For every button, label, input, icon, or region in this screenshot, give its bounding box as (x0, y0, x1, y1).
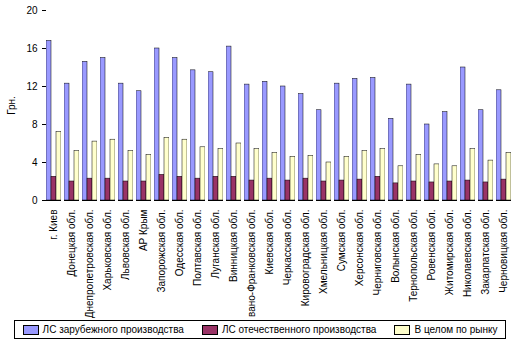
svg-text:12: 12 (26, 81, 38, 92)
svg-text:Черновицкая обл.: Черновицкая обл. (498, 210, 509, 293)
html-text:ЛС отечественного производства: ЛС отечественного производства (221, 324, 377, 335)
svg-text:Луганская обл.: Луганская обл. (210, 210, 221, 279)
svg-text:Кировоградская обл.: Кировоградская обл. (300, 210, 311, 307)
svg-text:Днепропетровская обл.: Днепропетровская обл. (84, 210, 95, 319)
svg-text:20: 20 (26, 5, 38, 16)
svg-text:Львовская обл.: Львовская обл. (120, 210, 131, 281)
svg-text:Житомирская обл.: Житомирская обл. (444, 210, 455, 296)
svg-text:Донецкая обл.: Донецкая обл. (66, 210, 77, 277)
svg-text:Николаевская обл.: Николаевская обл. (462, 210, 473, 298)
svg-text:Киевская обл.: Киевская обл. (264, 210, 275, 275)
svg-text:Запорожская обл.: Запорожская обл. (156, 210, 167, 293)
svg-text:Сумская обл.: Сумская обл. (336, 210, 347, 272)
svg-text:4: 4 (32, 157, 38, 168)
svg-text:0: 0 (32, 195, 38, 206)
svg-text:Винницкая обл.: Винницкая обл. (228, 210, 239, 282)
svg-text:Волынская обл.: Волынская обл. (390, 210, 401, 283)
svg-text:Тернопольская обл.: Тернопольская обл. (408, 210, 419, 302)
svg-text:Ровенская обл.: Ровенская обл. (426, 210, 437, 281)
html-text:В целом по рынку: В целом по рынку (414, 324, 498, 335)
svg-text:8: 8 (32, 119, 38, 130)
svg-text:Херсонская обл.: Херсонская обл. (354, 210, 365, 287)
svg-text:Закарпатская обл.: Закарпатская обл. (480, 210, 491, 295)
svg-text:Одесская обл.: Одесская обл. (174, 210, 185, 277)
svg-text:Черниговская обл.: Черниговская обл. (372, 210, 383, 296)
svg-text:Хмельницкая обл.: Хмельницкая обл. (318, 210, 329, 294)
svg-text:АР Крым: АР Крым (138, 209, 149, 251)
html-text:ЛС зарубежного производства: ЛС зарубежного производства (42, 324, 184, 335)
svg-text:16: 16 (26, 43, 38, 54)
svg-text:Харьковская обл.: Харьковская обл. (102, 210, 113, 291)
svg-text:Ивано-Франковская обл.: Ивано-Франковская обл. (246, 210, 257, 319)
svg-text:Грн.: Грн. (6, 96, 17, 115)
svg-text:г. Киев: г. Киев (48, 210, 59, 240)
svg-text:Полтавская обл.: Полтавская обл. (192, 210, 203, 286)
svg-text:Черкасская обл.: Черкасская обл. (282, 210, 293, 286)
